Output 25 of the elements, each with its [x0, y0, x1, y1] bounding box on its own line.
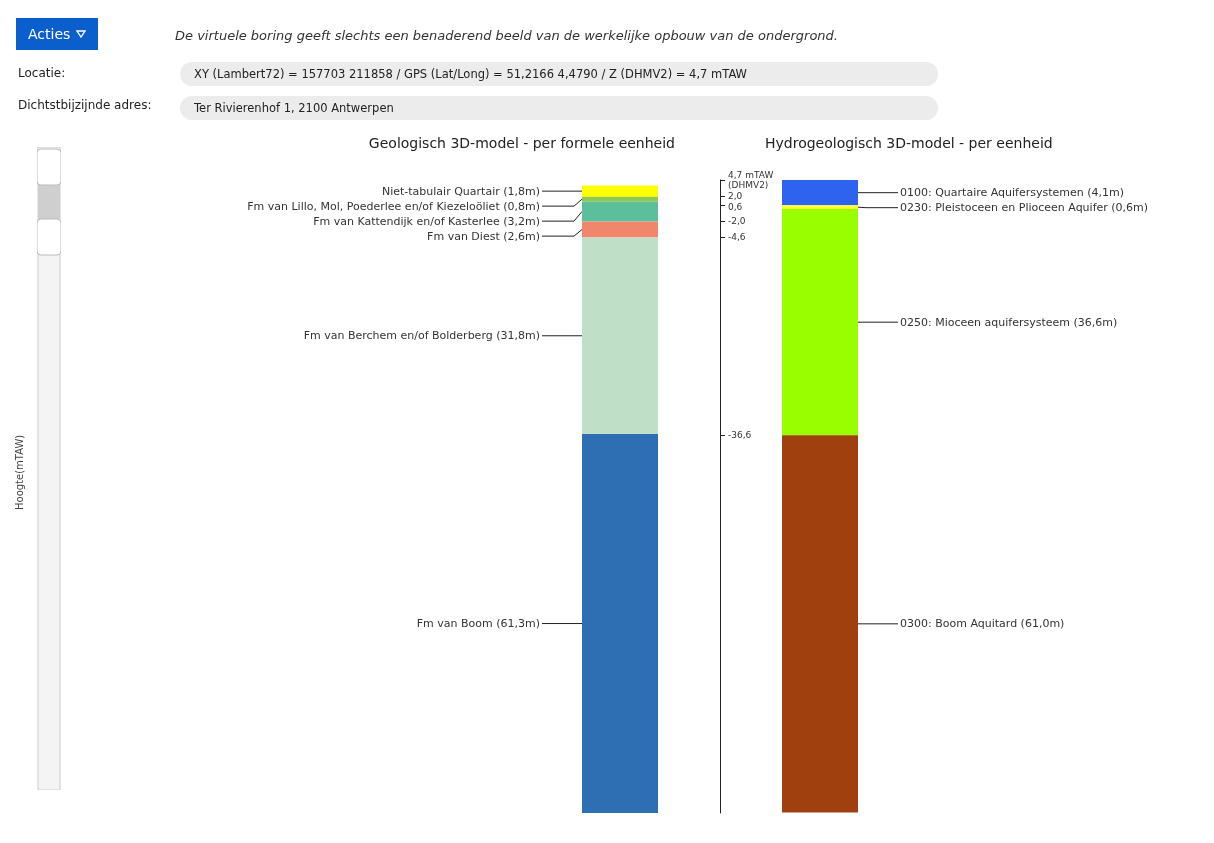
y-tick-label: 0,6 — [728, 201, 743, 212]
x-tick-label: Geologisch 3D-model - per formele eenheid — [368, 135, 675, 151]
x-tick-label: Hydrogeologisch 3D-model - per eenheid — [765, 135, 1053, 151]
text: Hoogte(mTAW) — [14, 434, 25, 510]
text: 0250: Mioceen aquifersysteem (36,6m) — [900, 315, 1118, 329]
text: Dichtstbijzijnde adres: — [18, 98, 152, 112]
y-tick-label: -4,6 — [728, 232, 746, 243]
text: Ter Rivierenhof 1, 2100 Antwerpen — [194, 101, 394, 115]
text: Niet-tabulair Quartair (1,8m) — [381, 184, 540, 198]
text: Fm van Kattendijk en/of Kasterlee (3,2m) — [313, 214, 540, 228]
text: XY (Lambert72) = 157703 211858 / GPS (Lat/Long) = 51,2166 4,4790 / Z (DHMV2) = 4,7 mTAW — [194, 67, 747, 81]
text: Locatie: — [18, 66, 66, 80]
y-tick-label: 2,0 — [728, 190, 743, 201]
y-tick-label: -2,0 — [728, 216, 746, 227]
text: 0100: Quartaire Aquifersystemen (4,1m) — [900, 186, 1125, 200]
y-tick-label: 4,7 mTAW (DHMV2) — [728, 170, 777, 190]
y-tick-label: -36,6 — [728, 430, 752, 441]
text: 0230: Pleistoceen en Plioceen Aquifer (0,6m) — [900, 201, 1149, 215]
text: Fm van Lillo, Mol, Poederlee en/of Kiezeloöliet (0,8m) — [247, 199, 540, 213]
text: Fm van Diest (2,6m) — [427, 229, 540, 243]
text: De virtuele boring geeft slechts een benaderend beeld van de werkelijke opbouw van de ondergrond. — [175, 28, 838, 43]
text: Acties — [28, 26, 71, 42]
text: 0300: Boom Aquitard (61,0m) — [900, 617, 1065, 631]
text: Fm van Berchem en/of Bolderberg (31,8m) — [303, 329, 540, 343]
text: Fm van Boom (61,3m) — [416, 617, 540, 631]
